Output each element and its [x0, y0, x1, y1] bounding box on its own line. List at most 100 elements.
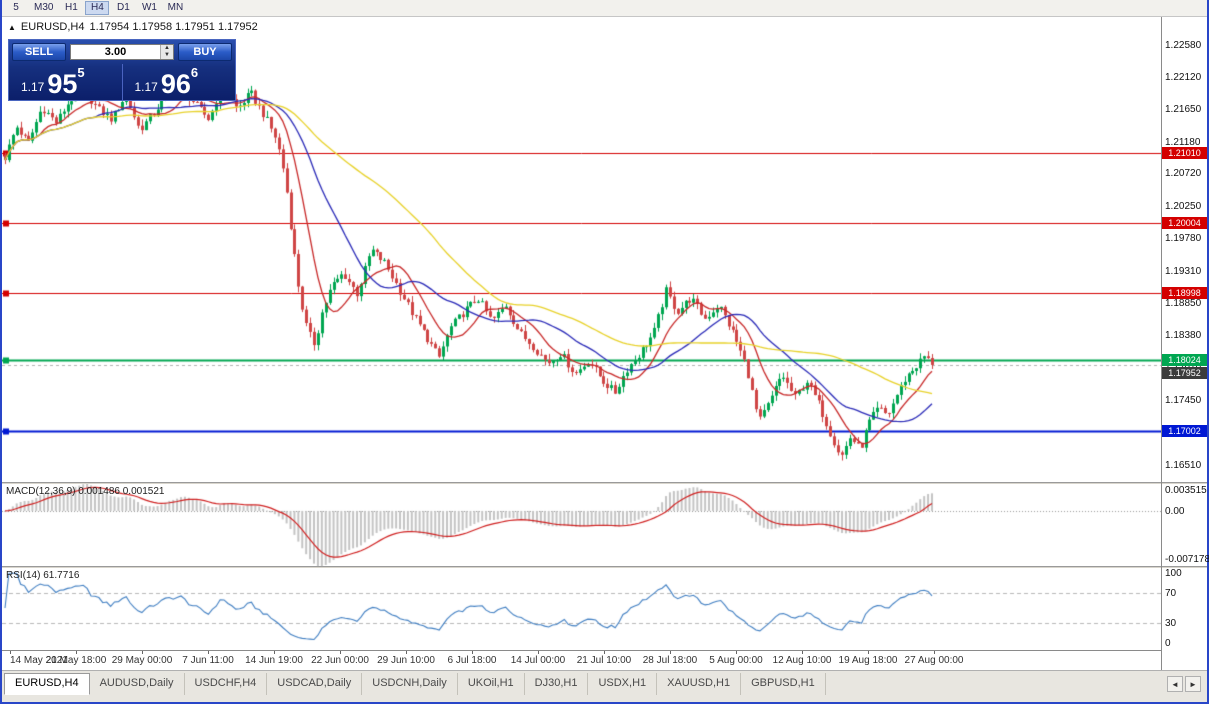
time-axis-tick: [10, 651, 11, 654]
time-axis-tick: [604, 651, 605, 654]
time-axis-label: 28 Jul 18:00: [642, 655, 698, 666]
timeframe-button-m30[interactable]: M30: [34, 2, 54, 13]
sell-button[interactable]: SELL: [12, 43, 66, 61]
volume-down-button[interactable]: ▼: [161, 52, 173, 59]
buy-price[interactable]: 1.17 96 6: [123, 64, 236, 100]
sell-price-big: 95: [47, 69, 78, 99]
rsi-canvas[interactable]: [2, 568, 1161, 650]
axis-splitter: [1162, 482, 1207, 484]
time-axis-label: 12 Aug 10:00: [772, 655, 832, 666]
panel-splitter[interactable]: [2, 566, 1161, 568]
time-axis-tick: [274, 651, 275, 654]
tab-scroll-left-icon[interactable]: ◄: [1167, 676, 1183, 692]
time-axis-label: 22 Jun 00:00: [311, 655, 369, 666]
volume-value[interactable]: 3.00: [104, 46, 127, 58]
macd-canvas[interactable]: [2, 484, 1161, 566]
time-axis-tick: [340, 651, 341, 654]
one-click-collapse-icon[interactable]: ▲: [8, 22, 16, 32]
price-axis-tick: 1.19310: [1165, 265, 1202, 277]
chart-tab-usdx[interactable]: USDX,H1: [588, 673, 658, 695]
time-axis-label: 6 Jul 18:00: [447, 655, 497, 666]
axis-corner: [1162, 650, 1207, 670]
price-axis-tick: 1.21180: [1165, 136, 1201, 148]
chart-tab-usdcnh[interactable]: USDCNH,Daily: [362, 673, 458, 695]
timeframe-button-w1[interactable]: W1: [141, 2, 157, 13]
chart-tab-bar: EURUSD,H4 AUDUSD,Daily USDCHF,H4 USDCAD,Dai…: [2, 670, 1207, 702]
price-axis-tick: 1.18380: [1165, 330, 1202, 342]
rsi-axis-tick: 30: [1165, 618, 1177, 629]
chart-tab-eurusd[interactable]: EURUSD,H4: [4, 673, 90, 695]
price-axis-tick: 1.22580: [1165, 39, 1202, 51]
one-click-trading-panel: SELL 3.00 ▲ ▼ BUY 1.17: [8, 39, 236, 101]
volume-stepper[interactable]: 3.00 ▲ ▼: [70, 44, 174, 60]
chart-tab-ukoil[interactable]: UKOil,H1: [458, 673, 525, 695]
rsi-axis-tick: 0: [1165, 638, 1171, 649]
chart-tab-usdcad[interactable]: USDCAD,Daily: [267, 673, 363, 695]
buy-price-prefix: 1.17: [134, 80, 158, 94]
sell-price-sup: 5: [77, 65, 85, 80]
timeframe-button-h4[interactable]: H4: [85, 1, 110, 15]
time-axis-tick: [142, 651, 143, 654]
macd-axis: 0.003515 0.00 -0.007178: [1162, 484, 1209, 566]
buy-price-sup: 6: [190, 65, 199, 80]
rsi-panel[interactable]: RSI(14) 61.7716: [2, 568, 1161, 650]
rsi-axis-tick: 70: [1165, 588, 1177, 599]
time-axis-label: 21 May 18:00: [45, 655, 107, 666]
timeframe-button-5[interactable]: 5: [13, 2, 19, 13]
time-axis-label: 19 Aug 18:00: [838, 655, 898, 666]
price-line-tag: 1.20004: [1162, 216, 1207, 229]
macd-panel[interactable]: MACD(12,36,9) 0.001486 0.001521: [2, 484, 1161, 566]
time-axis-tick: [76, 651, 77, 654]
chart-tab-dj30[interactable]: DJ30,H1: [525, 673, 589, 695]
time-axis-label: 27 Aug 00:00: [904, 655, 964, 666]
time-axis-tick: [868, 651, 869, 654]
chart-tab-usdchf[interactable]: USDCHF,H4: [185, 673, 268, 695]
time-axis-label: 29 May 00:00: [111, 655, 173, 666]
panel-splitter[interactable]: [2, 482, 1161, 484]
price-axis-tick: 1.18850: [1165, 297, 1202, 309]
macd-label: MACD(12,36,9) 0.001486 0.001521: [6, 486, 165, 497]
macd-axis-tick: -0.007178: [1165, 554, 1209, 565]
time-axis-tick: [934, 651, 935, 654]
price-axis[interactable]: 1.22580 1.22120 1.21650 1.21180 1.20720 1.202…: [1161, 17, 1209, 670]
volume-up-button[interactable]: ▲: [161, 45, 173, 52]
price-axis-tick: 1.17450: [1165, 394, 1202, 406]
time-axis-tick: [472, 651, 473, 654]
timeframe-toolbar: 5 M30 H1 H4 D1 W1 MN: [2, 0, 1207, 17]
timeframe-button-d1[interactable]: D1: [117, 2, 130, 13]
price-axis-tick: 1.16510: [1165, 459, 1202, 471]
chart-tab-gbpusd[interactable]: GBPUSD,H1: [741, 673, 826, 695]
rsi-axis: 100 70 30 0: [1162, 568, 1207, 650]
chart-tab-xauusd[interactable]: XAUUSD,H1: [657, 673, 742, 695]
rsi-label: RSI(14) 61.7716: [6, 570, 80, 581]
sell-price[interactable]: 1.17 95 5: [9, 64, 123, 100]
time-axis-tick: [538, 651, 539, 654]
plots-column: ▲ EURUSD,H4 1.17954 1.17958 1.17951 1.17…: [2, 17, 1161, 670]
tab-scroll-right-icon[interactable]: ►: [1185, 676, 1201, 692]
price-line-tag: 1.18024: [1162, 353, 1207, 366]
timeframe-button-h1[interactable]: H1: [65, 2, 78, 13]
volume-spin-buttons: ▲ ▼: [160, 45, 173, 59]
timeframe-button-mn[interactable]: MN: [167, 2, 184, 13]
tab-scroll-buttons: ◄ ►: [1163, 673, 1205, 695]
time-axis-label: 7 Jun 11:00: [182, 655, 234, 666]
time-axis-label: 14 Jul 00:00: [510, 655, 566, 666]
time-axis-label: 21 Jul 10:00: [576, 655, 632, 666]
price-axis-tick: 1.21650: [1165, 104, 1202, 116]
chart-title: ▲ EURUSD,H4 1.17954 1.17958 1.17951 1.17…: [8, 21, 258, 33]
main-chart-panel[interactable]: ▲ EURUSD,H4 1.17954 1.17958 1.17951 1.17…: [2, 17, 1161, 482]
chart-tab-audusd[interactable]: AUDUSD,Daily: [90, 673, 185, 695]
time-axis-label: 5 Aug 00:00: [709, 655, 763, 666]
price-axis-tick: 1.22120: [1165, 71, 1202, 83]
time-axis-label: 14 Jun 19:00: [245, 655, 303, 666]
time-axis-label: 14 May 2021: [10, 655, 68, 666]
price-axis-tick: 1.20250: [1165, 200, 1202, 212]
sell-price-prefix: 1.17: [21, 80, 45, 94]
price-line-tag: 1.17002: [1162, 424, 1207, 437]
trade-controls-row: SELL 3.00 ▲ ▼ BUY: [9, 40, 235, 64]
chart-workspace: ▲ EURUSD,H4 1.17954 1.17958 1.17951 1.17…: [2, 17, 1209, 670]
time-axis[interactable]: 14 May 2021 21 May 18:00 29 May 00:00 7 Jun…: [2, 650, 1161, 670]
price-axis-main: 1.22580 1.22120 1.21650 1.21180 1.20720 1.202…: [1162, 17, 1207, 482]
buy-button[interactable]: BUY: [178, 43, 232, 61]
